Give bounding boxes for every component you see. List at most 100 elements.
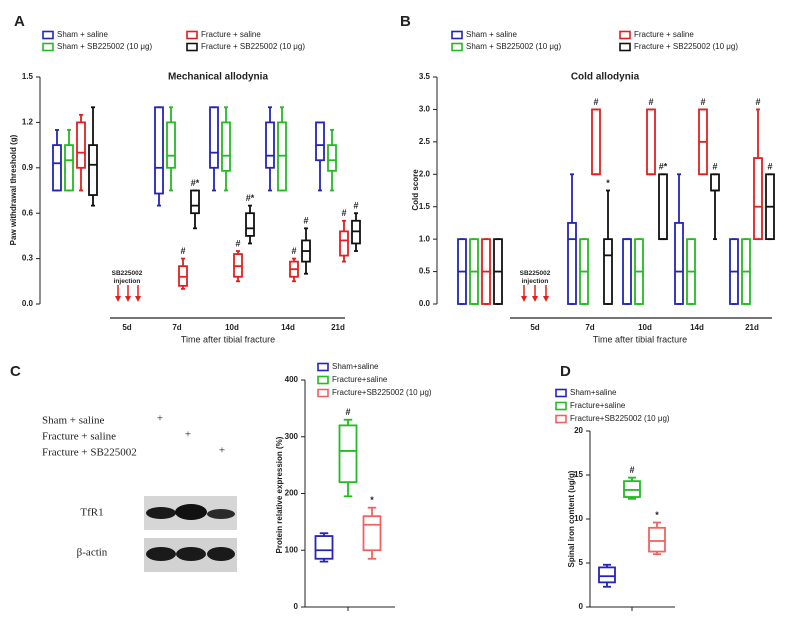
significance-label: #: [235, 238, 240, 248]
y-tick-label: 200: [285, 489, 299, 498]
injection-note: SB225002 injection: [111, 270, 143, 285]
panel-letter: A: [14, 13, 25, 30]
panel-letter: B: [400, 13, 411, 30]
injection-arrow-head: [532, 296, 538, 302]
legend-label: Fracture+saline: [570, 401, 626, 410]
box: [753, 157, 763, 241]
significance-label: #: [712, 162, 717, 172]
box: [315, 121, 325, 162]
legend-swatch: [619, 30, 631, 40]
box: [154, 106, 164, 195]
legend-label: Sham + saline: [466, 30, 517, 39]
y-tick-label: 1.5: [419, 202, 431, 211]
significance-label: #: [345, 407, 350, 417]
significance-label: #: [648, 97, 653, 107]
y-tick-label: 1.5: [22, 72, 34, 81]
significance-label: *: [606, 178, 610, 188]
x-tick-label: 14d: [281, 323, 295, 332]
panel-letter: D: [560, 363, 571, 380]
box: [76, 121, 86, 169]
y-tick-label: 10: [574, 514, 583, 523]
box: [190, 189, 200, 215]
box: [646, 108, 656, 176]
legend-swatch: [317, 362, 329, 372]
significance-label: #: [593, 97, 598, 107]
significance-label: #*: [246, 193, 255, 203]
significance-label: #: [353, 201, 358, 211]
box: [314, 535, 334, 560]
legend-swatch: [451, 42, 463, 52]
injection-arrow-head: [521, 296, 527, 302]
y-tick-label: 0.5: [419, 267, 431, 276]
blot-group-mark: +: [157, 413, 163, 425]
x-axis-label: Time after tibial fracture: [593, 334, 687, 344]
y-tick-label: 5: [579, 558, 584, 567]
significance-label: *: [655, 510, 659, 520]
box: [88, 144, 98, 196]
box: [245, 212, 255, 237]
x-tick-label: 21d: [331, 323, 345, 332]
blot-band: [146, 507, 176, 519]
y-axis-label: Paw withdrawal threshold (g): [9, 134, 18, 245]
legend-swatch: [555, 388, 567, 398]
y-tick-label: 1.2: [22, 118, 34, 127]
chart-title: Cold allodynia: [571, 72, 640, 83]
y-tick-label: 1.0: [419, 234, 431, 243]
legend-label: Fracture+SB225002 (10 μg): [570, 414, 670, 423]
panel-letter: C: [10, 363, 21, 380]
band-label: β-actin: [77, 547, 108, 559]
x-tick-label: 14d: [690, 323, 704, 332]
box: [362, 515, 382, 552]
box: [622, 238, 632, 305]
y-axis-label: Protein relative expression (%): [275, 436, 284, 553]
box: [658, 173, 668, 241]
injection-arrow-head: [115, 296, 121, 302]
x-tick-label: 21d: [745, 323, 759, 332]
legend-label: Fracture + SB225002 (10 μg): [201, 42, 305, 51]
x-tick-label: 5d: [122, 323, 131, 332]
blot-band: [176, 547, 206, 561]
y-tick-label: 0: [579, 602, 584, 611]
legend-swatch: [42, 30, 54, 40]
injection-arrow-head: [125, 296, 131, 302]
x-tick-label: 7d: [585, 323, 594, 332]
legend-label: Fracture+saline: [332, 375, 388, 384]
box: [598, 566, 616, 584]
y-axis-label: Cold score: [411, 169, 420, 211]
blot-band: [175, 504, 207, 520]
blot-group-label: Fracture + saline: [42, 431, 116, 443]
injection-note: SB225002 injection: [519, 270, 551, 285]
blot-group-mark: +: [185, 429, 191, 441]
legend-swatch: [186, 30, 198, 40]
legend-label: Fracture + saline: [201, 30, 261, 39]
blot-group-label: Fracture + SB225002: [42, 447, 137, 459]
box: [64, 144, 74, 192]
x-tick-label: 7d: [172, 323, 181, 332]
band-label: TfR1: [80, 507, 103, 519]
y-tick-label: 0.6: [22, 208, 34, 217]
significance-label: #: [629, 465, 634, 475]
y-tick-label: 20: [574, 426, 583, 435]
legend-label: Fracture+SB225002 (10 μg): [332, 388, 432, 397]
y-tick-label: 0.3: [22, 254, 34, 263]
y-tick-label: 0.9: [22, 163, 34, 172]
x-axis-label: Time after tibial fracture: [181, 334, 275, 344]
box: [221, 121, 231, 172]
injection-arrow-head: [543, 296, 549, 302]
blot-band: [146, 547, 176, 561]
box: [567, 222, 577, 305]
significance-label: #*: [659, 162, 668, 172]
box: [265, 121, 275, 169]
legend-label: Sham+saline: [332, 362, 379, 371]
box: [209, 106, 219, 169]
injection-arrow-head: [135, 296, 141, 302]
y-tick-label: 3.5: [419, 72, 431, 81]
significance-label: #: [303, 216, 308, 226]
legend-swatch: [317, 388, 329, 398]
significance-label: #: [341, 208, 346, 218]
blot-band: [207, 547, 235, 561]
box: [648, 526, 666, 553]
legend-swatch: [555, 401, 567, 411]
box: [52, 144, 62, 192]
